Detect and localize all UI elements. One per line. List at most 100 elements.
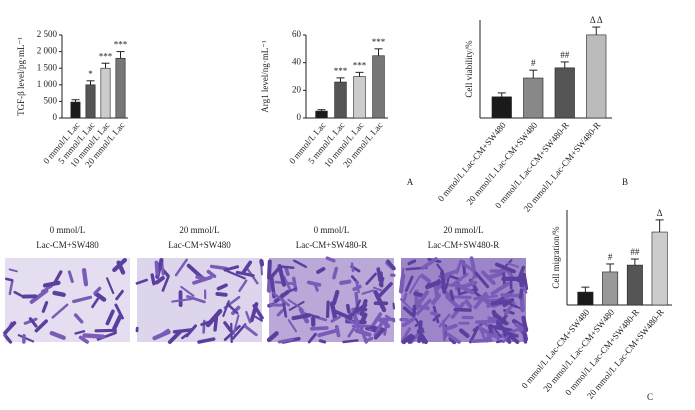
bar <box>334 81 347 119</box>
error-bar <box>116 51 125 59</box>
error-bar <box>630 258 639 266</box>
cell <box>330 315 342 323</box>
error-bar <box>355 71 364 77</box>
y-axis-label: Arg1 level/ng·mL⁻¹ <box>260 40 270 113</box>
cell <box>490 299 509 306</box>
cell <box>375 282 393 300</box>
cell <box>416 290 430 306</box>
cell <box>505 331 519 338</box>
cell <box>78 335 89 344</box>
cell <box>325 256 336 263</box>
cell <box>276 308 285 317</box>
cell <box>284 266 290 276</box>
cell <box>445 274 451 290</box>
cell <box>223 321 233 333</box>
cell <box>28 317 38 328</box>
cell <box>135 278 148 285</box>
cell <box>492 312 509 326</box>
cell <box>378 276 385 287</box>
cell <box>402 292 408 302</box>
cell <box>352 284 362 292</box>
cell <box>245 310 252 324</box>
significance-label: Δ <box>657 208 663 218</box>
y-tick-label: 20 <box>292 84 302 94</box>
cell <box>215 291 228 297</box>
cell-image <box>398 256 529 345</box>
significance-label: *** <box>353 60 367 70</box>
cell <box>453 307 472 312</box>
cell <box>241 260 253 274</box>
cell <box>407 335 415 344</box>
cell <box>8 279 14 296</box>
cell <box>51 303 69 319</box>
cell <box>458 328 470 338</box>
cell <box>280 287 298 296</box>
cell <box>399 298 414 312</box>
cell <box>469 271 477 286</box>
cell <box>73 313 84 324</box>
bar <box>85 84 96 119</box>
error-bar <box>529 69 538 79</box>
cell <box>518 276 524 288</box>
y-tick-label: 1 000 <box>37 79 58 89</box>
cell <box>443 323 458 332</box>
significance-label: *** <box>99 51 113 61</box>
cell <box>331 289 340 306</box>
cell <box>223 265 240 272</box>
cell <box>490 324 502 338</box>
cell-image <box>3 257 130 344</box>
cell <box>287 298 301 309</box>
cell <box>195 275 206 280</box>
cell <box>495 339 504 344</box>
cell <box>454 282 475 295</box>
cell <box>105 309 115 326</box>
cell <box>507 262 519 268</box>
y-tick-label: 500 <box>44 95 58 105</box>
panel-label: A <box>407 177 414 187</box>
cell <box>398 273 406 294</box>
cell <box>518 288 524 300</box>
cell <box>34 319 48 333</box>
cell <box>197 337 216 344</box>
significance-label: *** <box>334 66 348 76</box>
bar <box>586 34 607 119</box>
error-bar <box>317 109 326 112</box>
cell <box>161 275 170 292</box>
cell <box>359 299 368 317</box>
cell <box>464 299 473 309</box>
cell <box>419 273 432 283</box>
cell <box>152 329 171 341</box>
cell <box>206 269 217 279</box>
significance-label: *** <box>114 40 128 50</box>
cell <box>17 334 35 343</box>
cell <box>106 277 115 295</box>
cell <box>488 271 505 279</box>
cell <box>313 282 319 292</box>
cell <box>417 304 430 311</box>
cell <box>318 339 327 344</box>
cell <box>81 267 89 287</box>
cell <box>52 270 63 286</box>
y-axis-label: Cell viability/% <box>464 40 474 98</box>
y-tick-label: 0 <box>53 112 58 122</box>
y-tick-label: 40 <box>292 57 302 67</box>
cell <box>342 339 359 344</box>
image-caption: Lac-CM+SW480-R <box>428 240 500 250</box>
cell <box>474 271 490 289</box>
cell <box>487 324 494 335</box>
cell <box>272 291 290 307</box>
error-bar <box>86 80 95 85</box>
cell <box>235 270 255 278</box>
cell <box>171 297 193 303</box>
error-bar <box>71 99 80 103</box>
significance-label: # <box>608 252 613 262</box>
cell <box>392 302 396 310</box>
panel-label: B <box>622 177 628 187</box>
cell <box>181 333 189 340</box>
cell <box>154 276 165 285</box>
cell <box>521 272 529 291</box>
cell <box>408 275 421 294</box>
bar <box>491 96 512 119</box>
cell <box>440 270 447 294</box>
cell <box>200 318 217 326</box>
